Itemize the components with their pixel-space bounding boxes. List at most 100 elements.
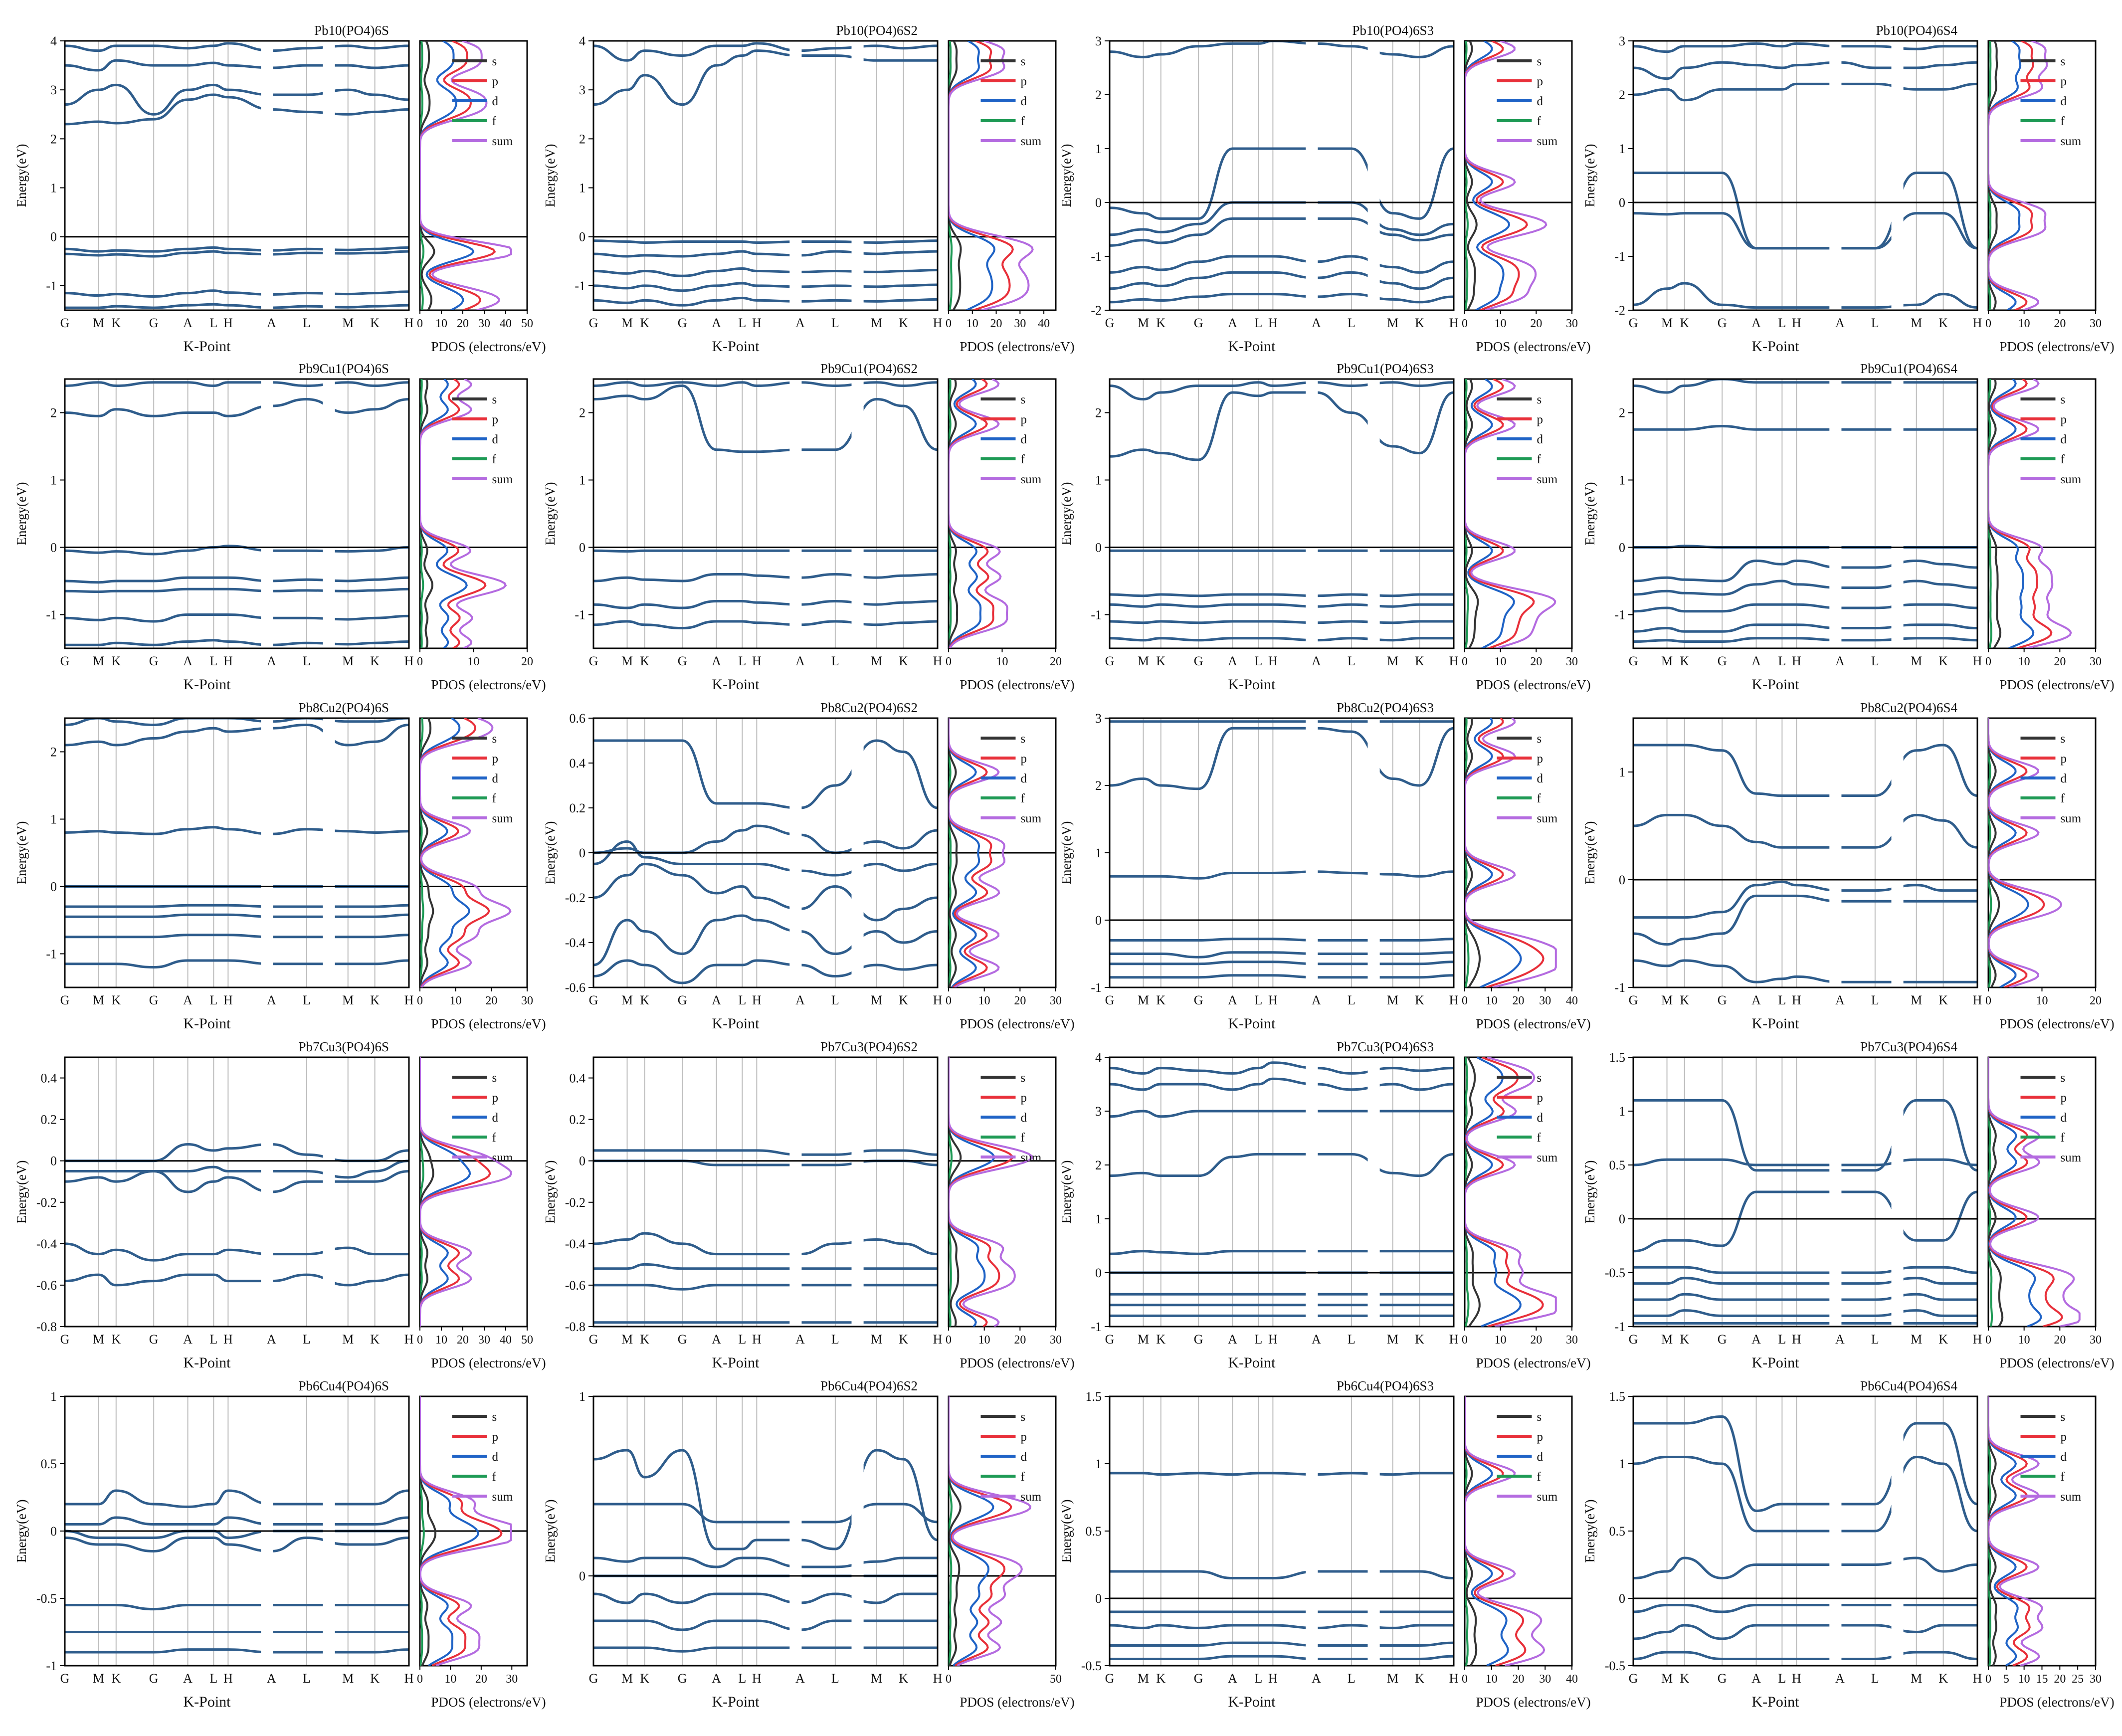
pdos-axis-label: PDOS (electrons/eV)	[431, 677, 546, 692]
kpoint-label: A	[183, 316, 193, 330]
kpoint-label: K	[1415, 1332, 1424, 1347]
pdos-f-curve	[420, 1057, 424, 1327]
kpoint-label: G	[1718, 1332, 1727, 1347]
pdos-sum-curve	[949, 718, 1006, 987]
path-break	[1829, 1058, 1842, 1326]
pdos-tick-label: 20	[990, 317, 1002, 330]
pdos-curves	[420, 379, 507, 648]
band-line	[65, 289, 409, 298]
ytick-label: 1	[1619, 765, 1625, 779]
band-line	[593, 49, 938, 106]
pdos-p-curve	[420, 1057, 491, 1327]
pdos-d-curve	[420, 41, 475, 310]
kpoint-label: K	[370, 654, 380, 668]
legend-label: d	[492, 772, 499, 785]
pdos-tick-label: 30	[521, 994, 533, 1007]
kpoint-label: A	[795, 1671, 805, 1686]
y-axis-label: Energy(eV)	[14, 1160, 29, 1224]
ytick-label: 0	[50, 541, 57, 555]
pdos-tick-label: 20	[2054, 317, 2066, 330]
pdos-d-curve	[949, 718, 980, 987]
ytick-label: -1	[1614, 1320, 1625, 1334]
ytick-label: -1	[46, 608, 57, 622]
kpoint-label: M	[621, 316, 633, 330]
ytick-label: 2	[1095, 1158, 1102, 1172]
pdos-s-curve	[420, 1396, 437, 1666]
pdos-tick-label: 30	[506, 1673, 518, 1686]
pdos-f-curve	[1465, 379, 1469, 648]
band-line	[1633, 1099, 1977, 1172]
y-axis-label: Energy(eV)	[1582, 1500, 1597, 1563]
panel-title: Pb7Cu3(PO4)6S3	[1337, 1039, 1434, 1054]
pdos-tick-label: 30	[478, 317, 490, 330]
kpoint-label: A	[267, 993, 276, 1007]
kpoint-label: M	[1911, 1671, 1922, 1686]
kpoint-label: G	[60, 316, 70, 330]
ytick-label: 0	[1619, 541, 1625, 555]
path-break	[261, 719, 273, 987]
pdos-s-curve	[1465, 379, 1479, 648]
bands-group	[1110, 720, 1454, 979]
ytick-label: -0.2	[565, 1195, 585, 1210]
band-line	[593, 1619, 938, 1631]
legend-label: p	[1537, 1430, 1543, 1444]
kpoint-label: H	[223, 316, 233, 330]
ytick-label: -1	[46, 947, 57, 962]
pdos-tick-label: 10	[1495, 317, 1507, 330]
band-frame	[1632, 717, 1978, 988]
band-line	[1633, 1603, 1977, 1613]
pdos-tick-label: 10	[2018, 317, 2030, 330]
legend-label: s	[1537, 55, 1542, 68]
pdos-tick-label: 10	[1486, 994, 1498, 1007]
pdos-d-curve	[420, 379, 468, 648]
kpoint-label: H	[1449, 1332, 1459, 1347]
band-line	[1633, 1651, 1977, 1661]
pdos-d-curve	[949, 1396, 994, 1666]
kpoint-label: K	[111, 1332, 121, 1347]
kpoint-label: M	[1387, 654, 1398, 668]
band-line	[1633, 282, 1977, 309]
pdos-tick-label: 40	[500, 317, 512, 330]
legend-label: s	[492, 393, 497, 406]
panel-title: Pb10(PO4)6S	[314, 23, 389, 38]
band-line	[1110, 1153, 1454, 1177]
legend-label: s	[2061, 1071, 2066, 1085]
band-line	[1633, 1309, 1977, 1317]
ytick-label: -0.5	[1605, 1266, 1625, 1280]
path-break	[1367, 719, 1380, 987]
x-axis-label: K-Point	[183, 1015, 231, 1032]
pdos-s-curve	[949, 1396, 962, 1666]
pdos-tick-label: 10	[2018, 655, 2030, 668]
path-break	[1306, 380, 1318, 648]
pdos-tick-label: 20	[521, 655, 533, 668]
panel-title: Pb6Cu4(PO4)6S2	[820, 1378, 918, 1393]
ytick-label: 1	[579, 473, 585, 488]
kpoint-label: K	[1938, 1671, 1948, 1686]
pdos-curves	[1988, 718, 2063, 987]
band-line	[593, 1149, 938, 1156]
path-break	[1829, 380, 1842, 648]
band-line	[593, 239, 938, 244]
x-axis-label: K-Point	[1751, 1015, 1799, 1032]
band-frame	[1632, 1056, 1978, 1328]
legend-label: f	[2061, 1470, 2065, 1484]
band-line	[65, 1242, 409, 1262]
band-line	[65, 904, 409, 908]
pdos-f-curve	[949, 718, 952, 987]
band-line	[593, 862, 938, 922]
ytick-label: -0.4	[565, 1237, 585, 1251]
kpoint-label: M	[1661, 1332, 1673, 1347]
band-line	[1633, 212, 1977, 250]
kpoint-label: L	[303, 1671, 311, 1686]
pdos-tick-label: 30	[2090, 317, 2102, 330]
kpoint-label: H	[1449, 993, 1459, 1007]
band-line	[65, 246, 409, 253]
kpoint-label: H	[933, 1332, 943, 1347]
kpoint-label: H	[223, 1671, 233, 1686]
kpoint-label: G	[1718, 1671, 1727, 1686]
legend-label: d	[2061, 433, 2067, 446]
pdos-curves	[1465, 1396, 1545, 1666]
ytick-label: 2	[1619, 88, 1625, 102]
ytick-label: -1	[1614, 608, 1625, 622]
pdos-tick-label: 30	[478, 1334, 490, 1347]
